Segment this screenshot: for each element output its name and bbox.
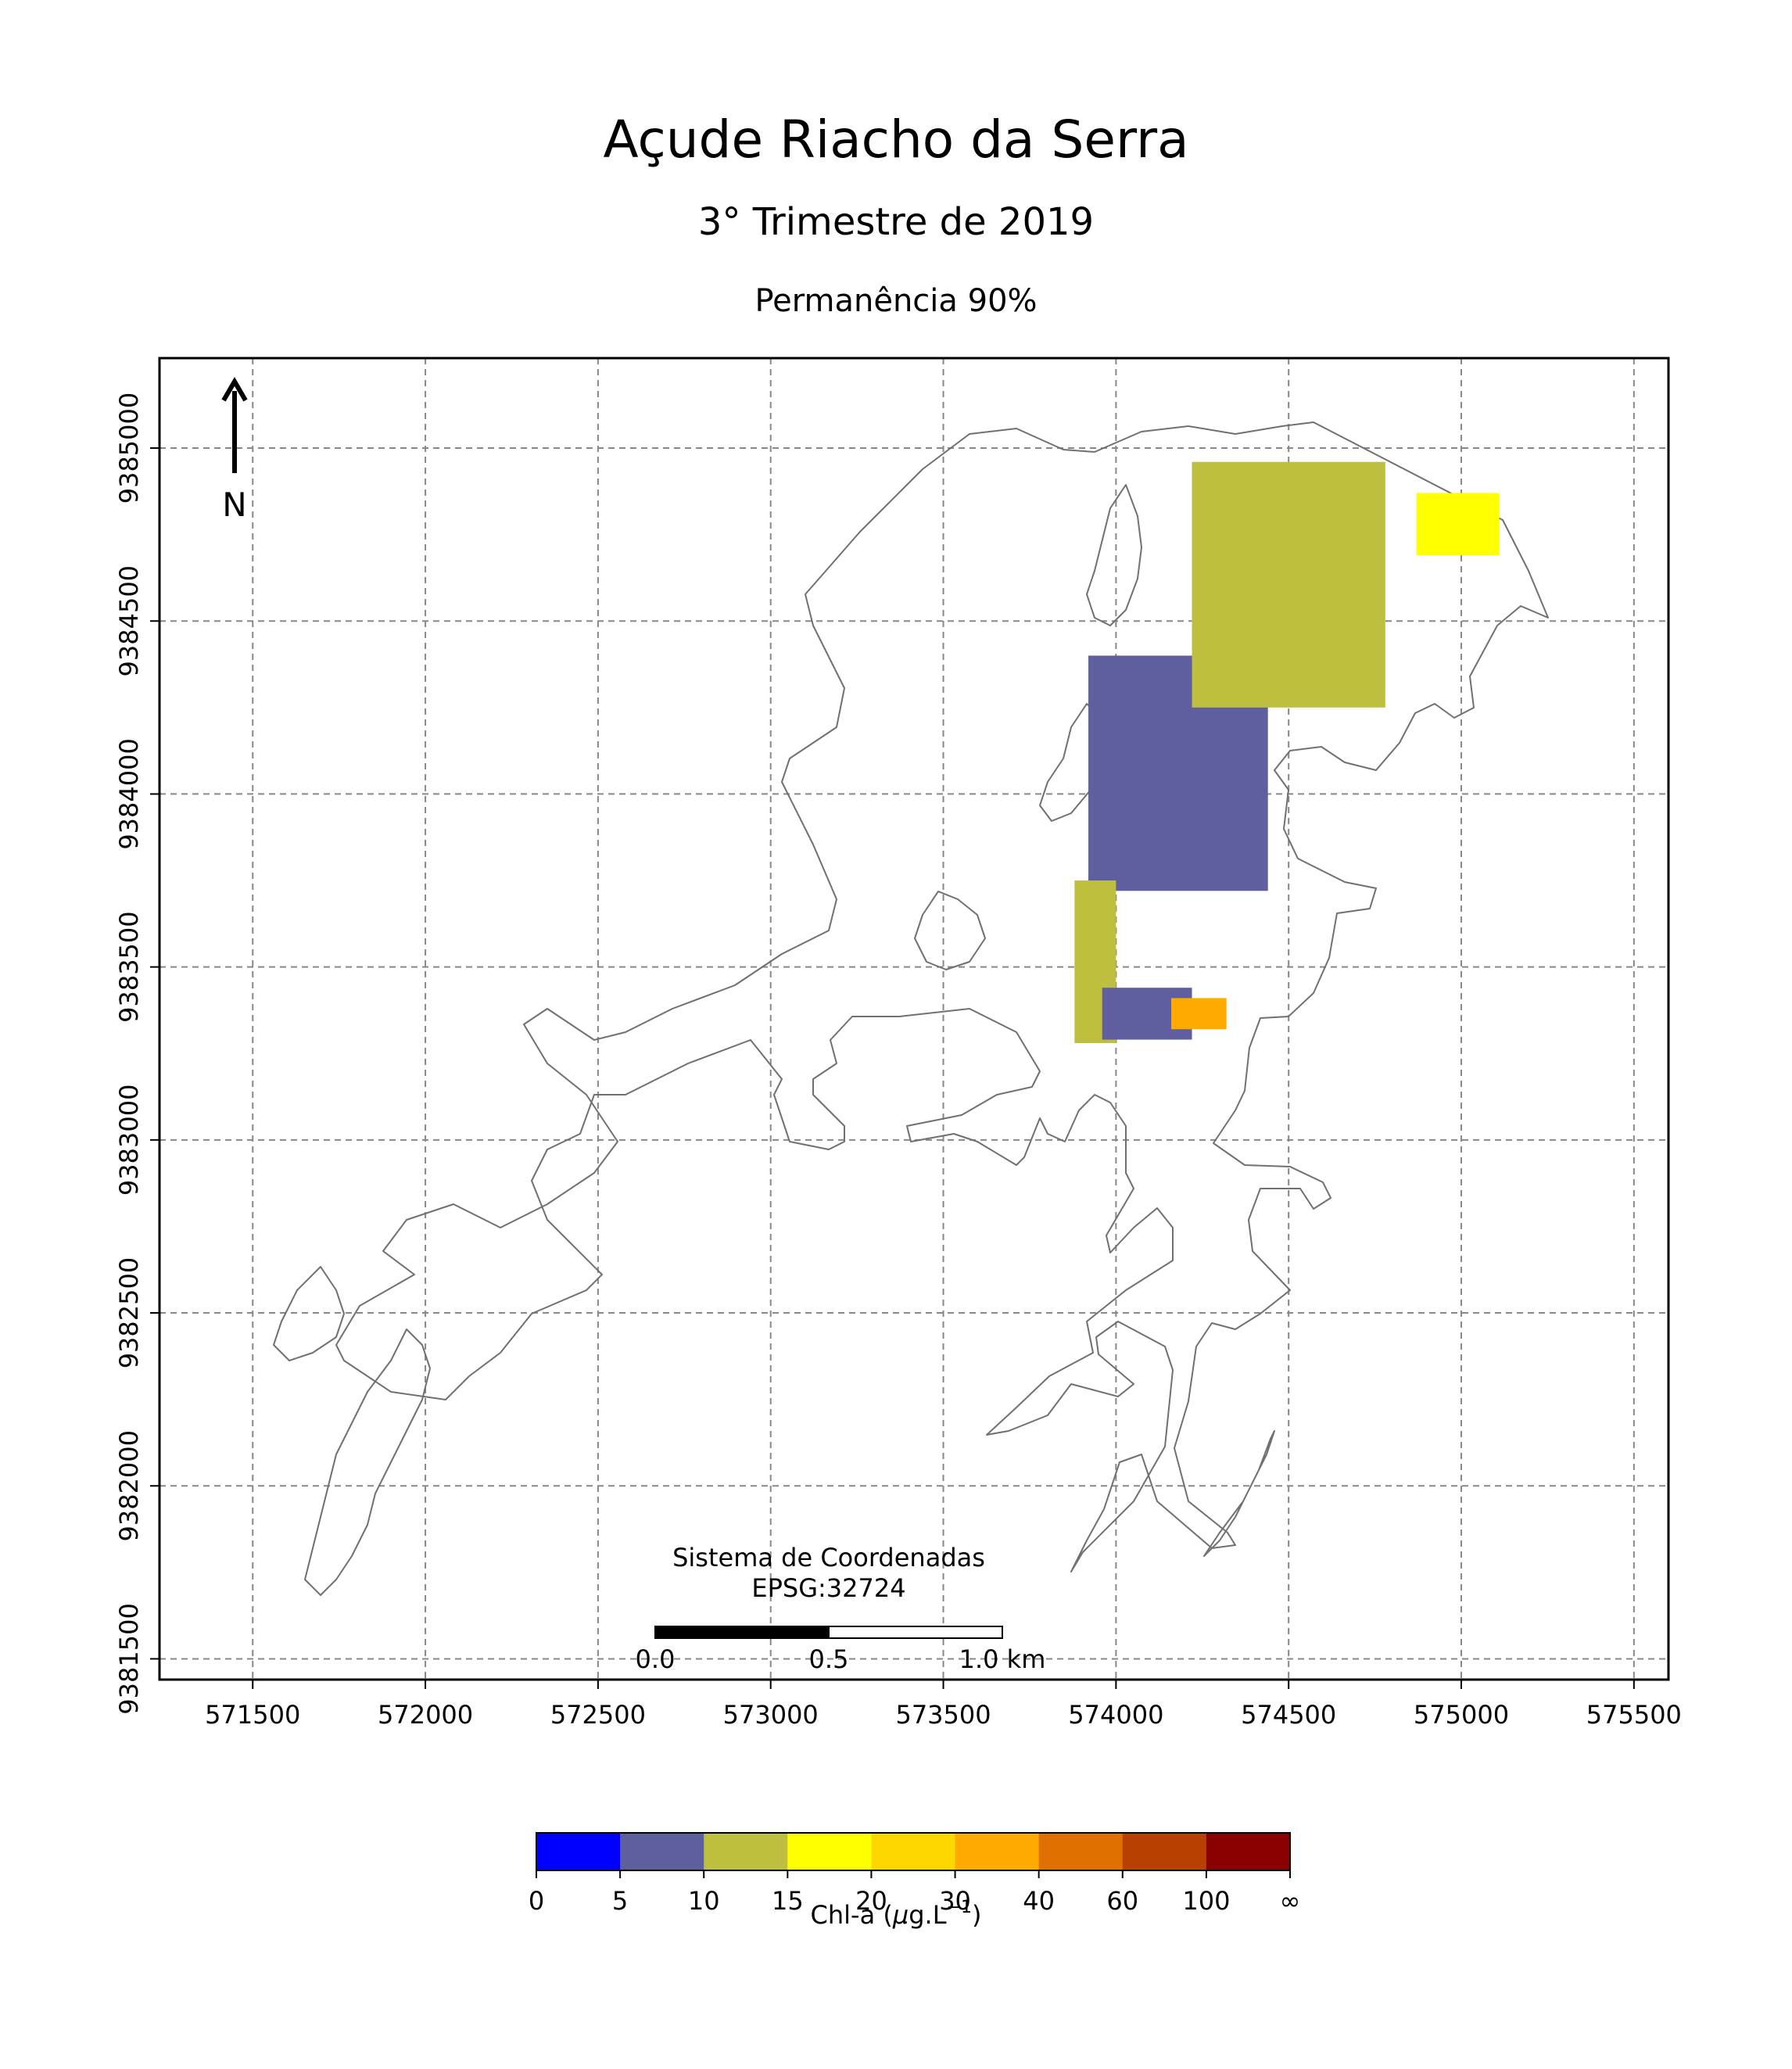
north-arrow: N xyxy=(221,377,248,524)
colorbar-swatch xyxy=(620,1833,704,1870)
y-tick-label: 9382500 xyxy=(114,1257,144,1369)
colorbar-label: Chl-a (μg.L−1) xyxy=(811,1898,982,1930)
colorbar-tick-label: 10 xyxy=(688,1886,720,1916)
y-tick-label: 9385000 xyxy=(114,393,144,504)
shoreline-segment xyxy=(914,891,986,970)
x-axis: 571500 572000 572500 573000 573500 574000 5745… xyxy=(205,1680,1682,1730)
y-tick-label: 9384500 xyxy=(114,565,144,677)
colorbar-tick-label: 40 xyxy=(1023,1886,1055,1916)
grid-lines xyxy=(159,358,1668,1680)
colorbar-tick-label: 15 xyxy=(772,1886,804,1916)
north-label: N xyxy=(222,486,246,524)
colorbar-frame xyxy=(536,1832,1291,1871)
x-tick-label: 575000 xyxy=(1414,1700,1509,1730)
colorbar-swatch xyxy=(704,1833,788,1870)
y-axis: 9385000 9384500 9384000 9383500 9383000 93825… xyxy=(114,393,159,1715)
crs-line-2: EPSG:32724 xyxy=(751,1573,905,1603)
plot-frame xyxy=(158,357,1670,1681)
y-tick-label: 9383000 xyxy=(114,1085,144,1196)
x-tick-label: 572500 xyxy=(550,1700,646,1730)
shoreline-segment xyxy=(335,421,1549,1572)
shoreline-segment xyxy=(273,1266,345,1361)
x-tick-label: 573500 xyxy=(895,1700,991,1730)
map-subtitle: 3° Trimestre de 2019 xyxy=(697,200,1095,244)
colorbar-tick-label: 20 xyxy=(855,1886,887,1916)
colorbar-tick-label: 100 xyxy=(1182,1886,1230,1916)
scale-label-1km: 1.0 km xyxy=(959,1644,1046,1674)
colorbar-tick-label: 30 xyxy=(939,1886,971,1916)
crs-line-1: Sistema de Coordenadas xyxy=(672,1543,985,1572)
north-arrow-head-icon xyxy=(221,377,248,402)
colorbar: 0 5 10 15 20 30 40 60 100 ∞ xyxy=(529,1832,1301,1916)
scale-bar: 0.0 0.5 1.0 km xyxy=(636,1626,1046,1674)
colorbar-tick-label: ∞ xyxy=(1280,1886,1301,1916)
y-tick-label: 9384000 xyxy=(114,738,144,850)
y-tick-label: 9383500 xyxy=(114,911,144,1023)
x-tick-label: 574500 xyxy=(1241,1700,1336,1730)
shoreline-segment xyxy=(304,1329,431,1596)
y-tick-label: 9382000 xyxy=(114,1430,144,1542)
shoreline-segment xyxy=(1086,484,1142,626)
colorbar-swatch xyxy=(1038,1833,1124,1870)
colorbar-tick-label: 60 xyxy=(1106,1886,1138,1916)
colorbar-swatch xyxy=(871,1833,956,1870)
pixel-region-15-20 xyxy=(1416,493,1500,556)
x-tick-label: 574000 xyxy=(1068,1700,1163,1730)
map-title: Açude Riacho da Serra xyxy=(603,109,1189,170)
scale-bar-segment-light xyxy=(828,1626,1003,1639)
scale-label-0: 0.0 xyxy=(636,1644,676,1674)
pixel-region-10-15 xyxy=(1192,461,1385,708)
colorbar-swatch xyxy=(1122,1833,1207,1870)
x-tick-label: 572000 xyxy=(378,1700,473,1730)
scale-label-05: 0.5 xyxy=(809,1644,849,1674)
y-tick-label: 9381500 xyxy=(114,1603,144,1715)
pixel-region-30-40 xyxy=(1171,998,1227,1030)
colorbar-swatch xyxy=(787,1833,872,1870)
x-tick-label: 573000 xyxy=(723,1700,819,1730)
map-caption: Permanência 90% xyxy=(754,283,1038,319)
colorbar-swatch xyxy=(1206,1833,1291,1870)
chlorophyll-pixels xyxy=(1074,461,1500,1043)
reservoir-outline xyxy=(273,421,1549,1596)
shoreline-segment xyxy=(1203,1430,1275,1557)
colorbar-tick-label: 5 xyxy=(612,1886,628,1916)
x-tick-label: 571500 xyxy=(205,1700,300,1730)
colorbar-swatch xyxy=(536,1833,621,1870)
colorbar-swatch xyxy=(955,1833,1040,1870)
colorbar-tick-label: 0 xyxy=(529,1886,544,1916)
x-tick-label: 575500 xyxy=(1586,1700,1682,1730)
scale-bar-segment-dark xyxy=(654,1626,830,1639)
